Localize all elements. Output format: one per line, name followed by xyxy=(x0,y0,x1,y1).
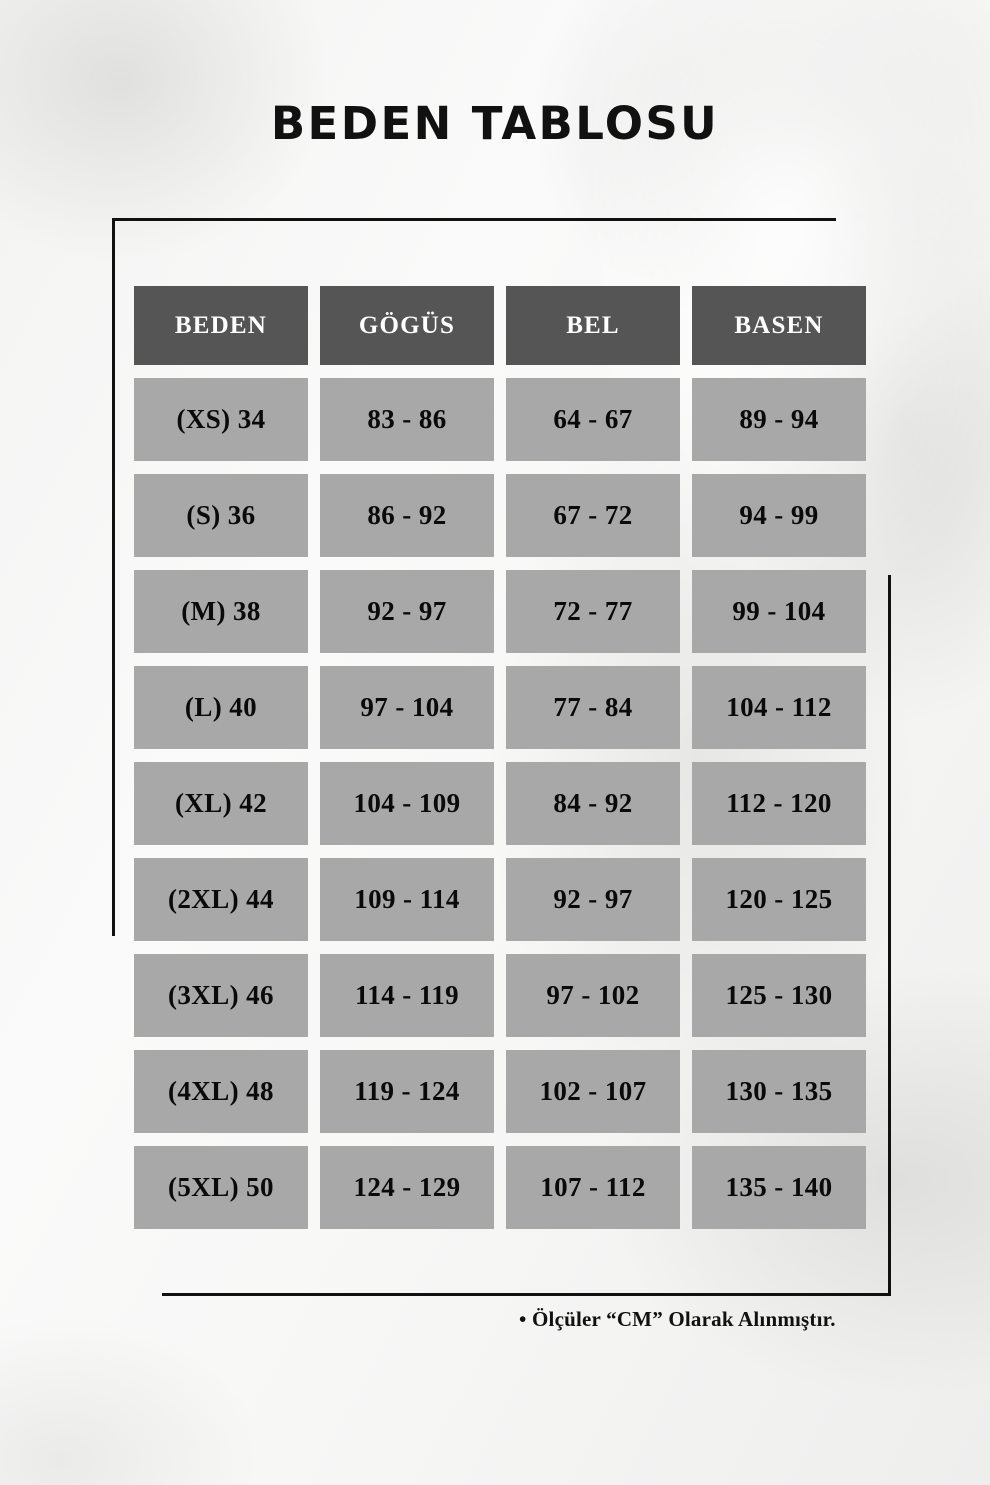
page-title: BEDEN TABLOSU xyxy=(270,97,720,150)
table-cell-bel: 107 - 112 xyxy=(506,1146,680,1229)
frame-rule-right xyxy=(888,575,891,1296)
table-cell-basen: 99 - 104 xyxy=(692,570,866,653)
table-cell-gogus: 104 - 109 xyxy=(320,762,494,845)
table-cell-beden: (3XL) 46 xyxy=(134,954,308,1037)
table-cell-gogus: 124 - 129 xyxy=(320,1146,494,1229)
table-cell-basen: 135 - 140 xyxy=(692,1146,866,1229)
table-cell-beden: (XS) 34 xyxy=(134,378,308,461)
table-cell-gogus: 83 - 86 xyxy=(320,378,494,461)
measurement-unit-note: • Ölçüler “CM” Olarak Alınmıştır. xyxy=(519,1307,836,1331)
table-cell-bel: 97 - 102 xyxy=(506,954,680,1037)
table-cell-beden: (XL) 42 xyxy=(134,762,308,845)
table-header-cell: BASEN xyxy=(692,286,866,365)
frame-rule-left xyxy=(112,218,115,936)
table-cell-gogus: 114 - 119 xyxy=(320,954,494,1037)
table-cell-basen: 130 - 135 xyxy=(692,1050,866,1133)
table-cell-bel: 77 - 84 xyxy=(506,666,680,749)
table-cell-gogus: 86 - 92 xyxy=(320,474,494,557)
frame-rule-top xyxy=(112,218,836,221)
table-cell-basen: 120 - 125 xyxy=(692,858,866,941)
table-cell-gogus: 119 - 124 xyxy=(320,1050,494,1133)
table-cell-beden: (S) 36 xyxy=(134,474,308,557)
table-cell-beden: (4XL) 48 xyxy=(134,1050,308,1133)
table-cell-bel: 67 - 72 xyxy=(506,474,680,557)
table-cell-beden: (M) 38 xyxy=(134,570,308,653)
table-cell-beden: (5XL) 50 xyxy=(134,1146,308,1229)
table-cell-basen: 112 - 120 xyxy=(692,762,866,845)
table-cell-basen: 94 - 99 xyxy=(692,474,866,557)
table-cell-beden: (2XL) 44 xyxy=(134,858,308,941)
size-table: BEDEN GÖGÜS BEL BASEN (XS) 34 83 - 86 64 - 67 8… xyxy=(134,286,866,1229)
table-header-cell: BEDEN xyxy=(134,286,308,365)
table-cell-bel: 102 - 107 xyxy=(506,1050,680,1133)
table-cell-gogus: 109 - 114 xyxy=(320,858,494,941)
frame-rule-bottom xyxy=(162,1293,891,1296)
table-header-cell: BEL xyxy=(506,286,680,365)
table-cell-gogus: 92 - 97 xyxy=(320,570,494,653)
table-cell-bel: 84 - 92 xyxy=(506,762,680,845)
table-cell-basen: 125 - 130 xyxy=(692,954,866,1037)
table-cell-bel: 72 - 77 xyxy=(506,570,680,653)
table-header-cell: GÖGÜS xyxy=(320,286,494,365)
table-cell-gogus: 97 - 104 xyxy=(320,666,494,749)
table-cell-bel: 64 - 67 xyxy=(506,378,680,461)
table-cell-basen: 104 - 112 xyxy=(692,666,866,749)
table-cell-beden: (L) 40 xyxy=(134,666,308,749)
table-cell-basen: 89 - 94 xyxy=(692,378,866,461)
table-cell-bel: 92 - 97 xyxy=(506,858,680,941)
